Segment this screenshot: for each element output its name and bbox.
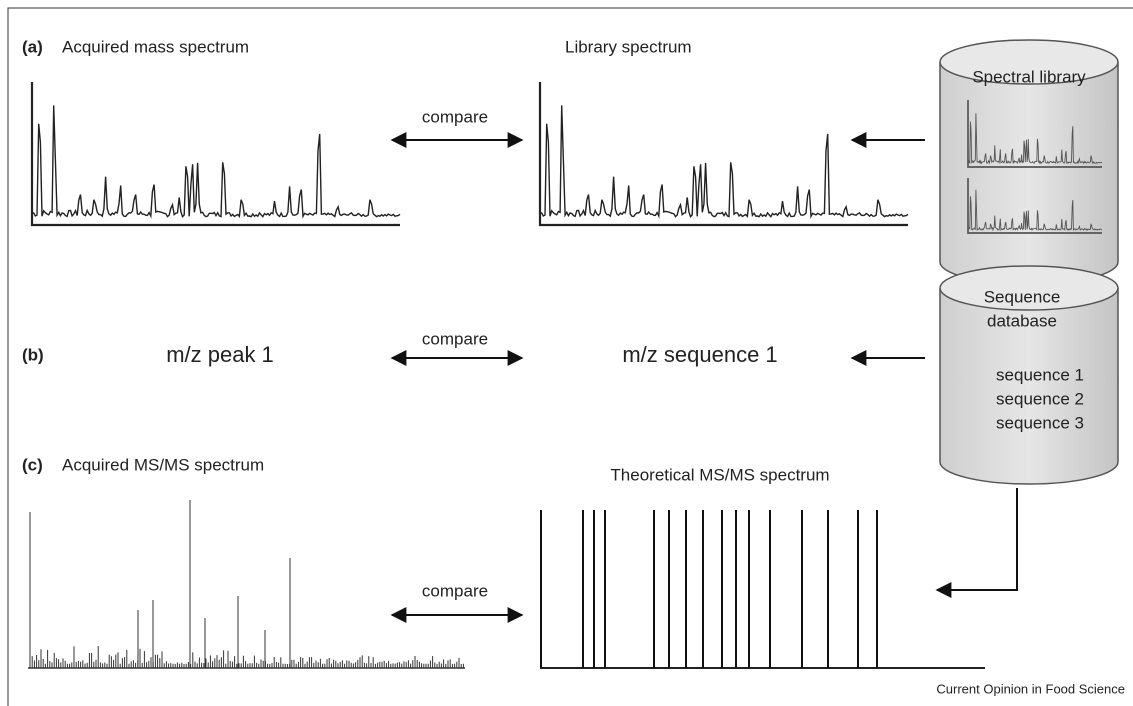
mz-text: m/z peak 1	[166, 342, 274, 367]
frame	[7, 7, 1133, 706]
spectrum-title: Library spectrum	[565, 37, 692, 56]
database-title: database	[987, 311, 1057, 330]
credit: Current Opinion in Food Science	[936, 681, 1125, 696]
compare-label: compare	[422, 329, 488, 348]
panel-label: (c)	[22, 455, 43, 474]
spectrum-axis	[540, 510, 985, 669]
database-title: Spectral library	[972, 67, 1086, 86]
spectrum-axis	[538, 82, 908, 227]
theoretical-peaks	[540, 510, 878, 668]
arrow	[935, 488, 1018, 598]
compare-label: compare	[422, 107, 488, 126]
database-title: Sequence	[984, 287, 1061, 306]
spectrum-axis	[30, 82, 400, 227]
spectrum-title: Theoretical MS/MS spectrum	[610, 465, 829, 484]
spectrum-trace	[967, 113, 1103, 165]
compare-label: compare	[422, 581, 488, 600]
database-cylinder	[939, 265, 1119, 485]
spectrum-trace	[967, 189, 1103, 232]
spectrum-title: Acquired mass spectrum	[62, 37, 249, 56]
panel-label: (a)	[22, 37, 43, 56]
database-item: sequence 1	[996, 365, 1084, 384]
msms-trace	[29, 500, 464, 668]
panel-label: (b)	[22, 345, 44, 364]
spectrum-axis	[967, 100, 1102, 168]
database-item: sequence 2	[996, 389, 1084, 408]
spectrum-axis	[967, 178, 1102, 234]
spectrum-title: Acquired MS/MS spectrum	[62, 455, 264, 474]
database-item: sequence 3	[996, 413, 1084, 432]
spectrum-trace	[539, 105, 909, 219]
spectrum-trace	[31, 105, 401, 219]
mz-text: m/z sequence 1	[622, 342, 777, 367]
